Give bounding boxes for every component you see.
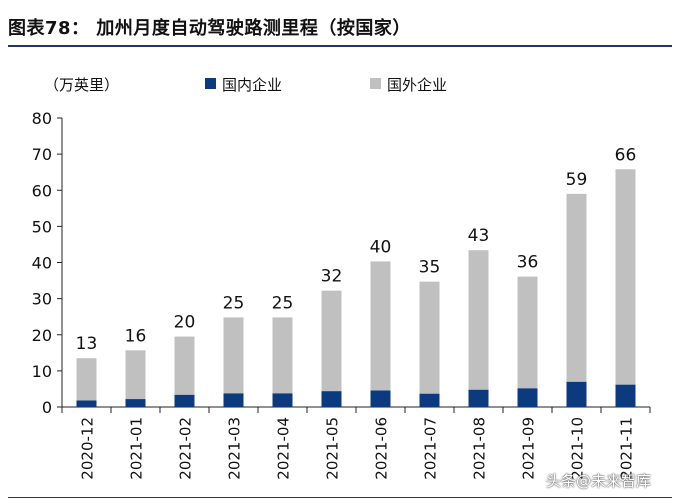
x-tick-label: 2021-07	[422, 417, 440, 480]
x-tick-label: 2021-06	[373, 417, 391, 480]
bar-total-label: 40	[370, 237, 392, 257]
chart-title: 图表78： 加州月度自动驾驶路测里程（按国家）	[8, 18, 411, 39]
bar-foreign	[174, 336, 195, 395]
bar-domestic	[174, 394, 195, 407]
bar-foreign	[566, 193, 587, 382]
labels-group: 13 2020-12 16 2021-01 20 2021-02 25 2021-03 25 20…	[76, 145, 637, 479]
bar-domestic	[566, 381, 587, 407]
bottom-rule	[8, 497, 672, 498]
x-tick-label: 2021-03	[226, 417, 244, 480]
y-tick-label: 20	[32, 326, 52, 345]
y-tick-label: 80	[32, 109, 52, 128]
legend-swatch-domestic	[205, 78, 216, 89]
bar-domestic	[517, 388, 538, 407]
bar-foreign	[370, 261, 391, 391]
bar-foreign	[615, 169, 636, 385]
bar-total-label: 20	[174, 313, 196, 333]
x-tick-label: 2021-02	[177, 417, 195, 480]
y-tick-label: 30	[32, 290, 52, 309]
bar-domestic	[223, 393, 244, 407]
bar-foreign	[76, 358, 97, 401]
title-underline	[8, 45, 672, 47]
legend: （万英里） 国内企业 国外企业	[44, 76, 447, 94]
bar-total-label: 66	[615, 145, 637, 165]
y-tick-label: 0	[42, 398, 52, 417]
bar-total-label: 43	[468, 226, 490, 246]
unit-label: （万英里）	[44, 76, 119, 94]
y-tick-label: 10	[32, 362, 52, 381]
bar-total-label: 25	[223, 293, 245, 313]
legend-label-foreign: 国外企业	[387, 76, 447, 94]
y-tick-label: 60	[32, 181, 52, 200]
legend-swatch-foreign	[370, 78, 381, 89]
bar-total-label: 16	[125, 326, 147, 346]
bar-total-label: 32	[321, 267, 343, 287]
bar-domestic	[272, 393, 293, 407]
bar-domestic	[419, 393, 440, 407]
bar-domestic	[321, 391, 342, 407]
x-tick-label: 2021-11	[618, 417, 636, 480]
bar-total-label: 25	[272, 293, 294, 313]
bar-total-label: 36	[517, 253, 539, 273]
legend-label-domestic: 国内企业	[222, 76, 282, 94]
bar-total-label: 13	[76, 334, 98, 354]
bar-foreign	[223, 317, 244, 394]
bar-domestic	[125, 399, 146, 407]
x-tick-label: 2021-10	[569, 417, 587, 480]
y-tick-label: 40	[32, 254, 52, 273]
watermark: 头条@未来智库	[546, 472, 652, 490]
y-tick-label: 70	[32, 145, 52, 164]
y-tick-label: 50	[32, 217, 52, 236]
bar-total-label: 59	[566, 170, 588, 190]
x-tick-label: 2021-04	[275, 417, 293, 480]
bar-domestic	[615, 384, 636, 407]
axes-group: 0 10 20 30 40 50 60 70 80	[32, 109, 651, 417]
bar-domestic	[76, 400, 97, 407]
bar-foreign	[419, 281, 440, 394]
bars-group	[76, 169, 636, 407]
bar-domestic	[370, 390, 391, 407]
x-tick-label: 2021-01	[128, 417, 146, 480]
bar-foreign	[468, 250, 489, 390]
bar-foreign	[321, 290, 342, 392]
bar-foreign	[517, 276, 538, 389]
x-tick-label: 2020-12	[79, 417, 97, 480]
x-tick-label: 2021-09	[520, 417, 538, 480]
bar-foreign	[125, 350, 146, 400]
bar-domestic	[468, 389, 489, 407]
x-tick-label: 2021-05	[324, 417, 342, 480]
x-tick-label: 2021-08	[471, 417, 489, 480]
bar-total-label: 35	[419, 258, 441, 278]
bar-foreign	[272, 317, 293, 394]
